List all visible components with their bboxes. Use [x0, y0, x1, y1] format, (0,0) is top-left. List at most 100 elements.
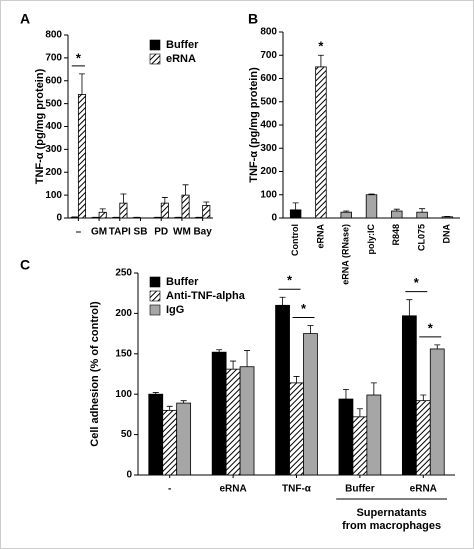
y-tick-label: 250	[115, 268, 132, 279]
error-bar	[368, 193, 375, 195]
error-bar	[78, 73, 85, 95]
x-tick-label: DNA	[442, 224, 452, 244]
bar	[415, 400, 431, 476]
bar	[401, 315, 417, 476]
error-bar	[292, 202, 299, 210]
y-tick-label: 700	[260, 50, 277, 61]
y-tick-label: 500	[45, 98, 62, 109]
bar	[77, 94, 87, 219]
x-tick-label: eRNA (RNase)	[341, 224, 351, 285]
sig-star: *	[428, 320, 434, 335]
error-bar	[244, 350, 251, 367]
x-tick-label: PD	[154, 227, 168, 238]
legend-label: eRNA	[166, 53, 196, 65]
y-axis-label: TNF-α (pg/mg protein)	[248, 67, 260, 183]
bar	[289, 382, 304, 476]
bar	[391, 210, 403, 219]
bar	[416, 211, 428, 219]
bar	[303, 333, 318, 476]
y-tick-label: 200	[45, 167, 62, 178]
error-bar	[230, 360, 237, 370]
bar	[160, 202, 169, 219]
error-bar	[166, 405, 173, 411]
x-tick-label: R848	[391, 224, 401, 246]
y-tick-label: 700	[45, 53, 62, 64]
error-bar	[406, 299, 413, 316]
error-bar	[216, 349, 223, 353]
x-tick-label: WM	[173, 227, 191, 238]
x-tick-label: Bay	[193, 227, 212, 238]
bar	[340, 211, 352, 219]
y-tick-label: 300	[45, 144, 62, 155]
legend-swatch	[149, 304, 161, 316]
y-tick-label: 100	[115, 389, 132, 400]
panel-label: C	[20, 257, 30, 273]
x-tick-label: TAPI	[109, 227, 131, 238]
bar	[181, 194, 190, 219]
bar	[239, 366, 255, 476]
error-bar	[317, 54, 324, 67]
y-tick-label: 0	[271, 213, 277, 224]
legend-swatch	[149, 53, 161, 65]
x-tick-label: poly:IC	[366, 224, 376, 255]
y-tick-label: 150	[115, 348, 132, 359]
sig-star: *	[76, 50, 82, 65]
legend-swatch	[149, 276, 161, 288]
y-tick-label: 600	[260, 73, 277, 84]
x-tick-label: Buffer	[345, 484, 375, 495]
error-bar	[180, 400, 187, 404]
y-tick-label: 400	[260, 120, 277, 131]
x-tick-label: CL075	[416, 224, 426, 251]
bar	[365, 194, 378, 219]
y-tick-label: 200	[260, 166, 277, 177]
bar	[338, 398, 354, 476]
y-tick-label: 800	[45, 30, 62, 41]
y-tick-label: 0	[126, 470, 132, 481]
y-axis-label: Cell adhesion (% of control)	[89, 301, 101, 447]
error-bar	[120, 193, 127, 204]
x-tick-label: Control	[290, 224, 300, 256]
x-tick-label: GM	[91, 227, 107, 238]
y-tick-label: 50	[121, 429, 133, 440]
error-bar	[343, 210, 350, 213]
bar	[119, 202, 128, 219]
y-tick-label: 600	[45, 75, 62, 86]
error-bar	[342, 388, 349, 400]
bar	[176, 402, 192, 476]
bar	[211, 351, 227, 476]
y-tick-label: 300	[260, 143, 277, 154]
error-bar	[182, 184, 189, 196]
y-axis-label: TNF-α (pg/mg protein)	[34, 68, 46, 184]
bar	[202, 205, 211, 219]
x-tick-label: –	[76, 227, 82, 238]
bar	[441, 216, 454, 219]
y-tick-label: 100	[45, 190, 62, 201]
x-tick-label: eRNA	[410, 484, 437, 495]
y-tick-label: 400	[45, 121, 62, 132]
legend-swatch	[149, 39, 161, 51]
legend-label: Buffer	[166, 39, 199, 51]
sig-star: *	[301, 301, 307, 316]
error-bar	[356, 408, 363, 417]
y-tick-label: 0	[56, 213, 62, 224]
bar	[315, 66, 327, 219]
x-tick-label: eRNA	[219, 484, 246, 495]
bar	[366, 394, 382, 476]
error-bar	[203, 201, 210, 206]
error-bar	[393, 208, 400, 212]
group-label: from macrophages	[342, 520, 441, 532]
x-tick-label: TNF-α	[282, 484, 312, 495]
sig-star: *	[414, 275, 420, 290]
sig-star: *	[287, 273, 293, 288]
bar	[225, 368, 241, 476]
error-bar	[293, 376, 300, 383]
error-bar	[279, 296, 286, 306]
error-bar	[307, 325, 314, 334]
error-bar	[420, 394, 427, 401]
panel-label: B	[248, 11, 258, 27]
legend-swatch	[149, 290, 161, 302]
error-bar	[370, 382, 377, 396]
legend-label: Buffer	[166, 276, 199, 288]
error-bar	[152, 392, 159, 395]
